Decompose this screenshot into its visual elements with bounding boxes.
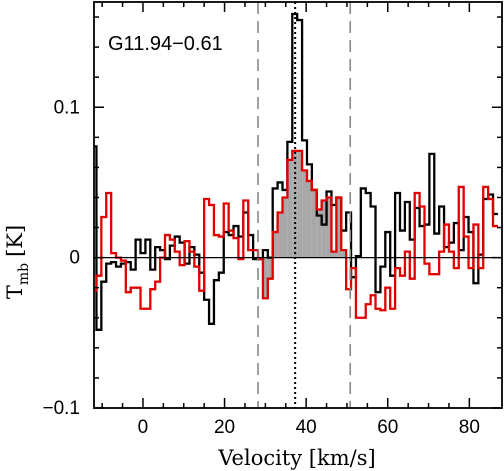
x-tick-label: 0 [138,417,149,438]
y-tick-label: 0.1 [54,97,80,118]
shade-bin [341,250,347,258]
y-tick-label: 0 [69,248,80,269]
shade-bin [272,232,278,258]
shade-bin [282,197,288,258]
svg-text:Tmb[K]: Tmb [K] [3,225,32,299]
x-tick-label: 60 [377,417,398,438]
shade-bin [287,159,293,258]
series-line-1 [94,12,498,331]
y-axis-title-main: T [3,285,27,299]
shade-bin [267,257,273,279]
x-tick-label: 20 [214,417,235,438]
shade-bin [321,200,327,258]
shade-bin [262,257,268,299]
shade-bin [297,150,303,258]
shade-bin [336,197,342,258]
shade-bin [326,197,332,258]
shade-bin [311,189,317,258]
x-tick-label: 80 [459,417,480,438]
y-axis-title-sub: mb [16,263,32,285]
shade-bin [292,150,298,258]
shade-bin [277,212,283,258]
shade-bin [306,180,312,258]
axis-ticks [94,2,502,409]
plot-frame [93,1,503,409]
y-tick-label: −0.1 [42,398,80,419]
shade-bin [302,170,307,258]
x-tick-label: 40 [296,417,317,438]
source-annotation: G11.94−0.61 [108,33,223,55]
reference-lines [94,2,502,408]
x-axis-title: Velocity [km/s] [217,446,375,470]
y-axis-title: Tmb [K] [3,225,32,299]
shade-bin [331,251,337,258]
shaded-integration-region [258,150,347,299]
tick-labels: 0 20 40 60 80 −0.1 0 0.1 [42,97,479,438]
shade-bin [316,209,322,258]
y-axis-title-unit: [K] [3,225,27,257]
